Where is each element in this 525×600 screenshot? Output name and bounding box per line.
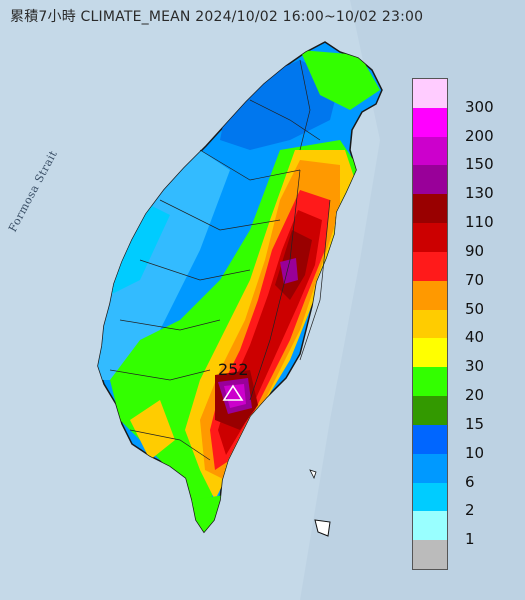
- zone-130mm-north: [280, 258, 298, 284]
- legend-swatch: [413, 280, 447, 310]
- legend-colorbar: [412, 78, 448, 570]
- legend-label: 300: [465, 97, 494, 116]
- zone-40mm-southwest: [130, 400, 175, 460]
- legend-swatch: [413, 424, 447, 454]
- rainfall-layers: [98, 50, 380, 532]
- legend-label: 110: [465, 213, 494, 232]
- legend-swatch: [413, 107, 447, 137]
- legend-swatch: [413, 540, 447, 569]
- peak-value: 252: [218, 360, 249, 379]
- island-lanyu: [314, 519, 331, 537]
- legend-swatch: [413, 136, 447, 166]
- legend-swatch: [413, 223, 447, 252]
- county-boundaries: [109, 59, 331, 461]
- legend-label: 50: [465, 299, 485, 318]
- legend-swatch: [413, 79, 447, 108]
- triangle-icon: [222, 384, 244, 401]
- legend-label: 150: [465, 155, 494, 174]
- legend-swatch: [413, 367, 447, 397]
- legend-swatch: [413, 453, 447, 483]
- legend-swatch: [413, 338, 447, 368]
- legend-label: 130: [465, 184, 494, 203]
- legend-label: 40: [465, 328, 485, 347]
- zone-20mm-northeast: [300, 50, 380, 110]
- legend-label: 90: [465, 241, 485, 260]
- legend-label: 70: [465, 270, 485, 289]
- legend-label: 15: [465, 414, 485, 433]
- legend-label: 6: [465, 472, 475, 491]
- legend-label: 200: [465, 126, 494, 145]
- legend-label: 10: [465, 443, 485, 462]
- legend-label: 30: [465, 357, 485, 376]
- legend-swatch: [413, 482, 447, 512]
- legend-label: 1: [465, 530, 475, 549]
- island-ludao: [309, 469, 317, 480]
- legend-swatch: [413, 309, 447, 339]
- map-title: 累積7小時 CLIMATE_MEAN 2024/10/02 16:00~10/0…: [10, 9, 424, 25]
- legend-label: 20: [465, 386, 485, 405]
- legend-swatch: [413, 396, 447, 425]
- legend-label: 2: [465, 501, 475, 520]
- legend-swatch: [413, 165, 447, 195]
- legend-swatch: [413, 194, 447, 224]
- legend-swatch: [413, 511, 447, 541]
- legend-swatch: [413, 251, 447, 281]
